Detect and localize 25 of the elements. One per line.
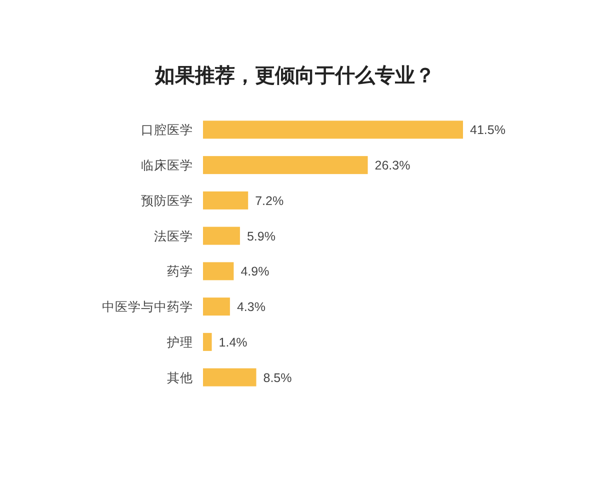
bar — [203, 262, 234, 280]
bar — [203, 156, 368, 174]
bar — [203, 120, 463, 139]
data-label: 41.5% — [470, 123, 506, 138]
y-tick-label: 预防医学 — [141, 194, 193, 208]
data-label: 5.9% — [246, 229, 276, 244]
data-label: 8.5% — [263, 370, 292, 385]
data-label: 26.3% — [374, 158, 410, 173]
data-label: 1.4% — [218, 335, 248, 350]
y-tick-label: 法医学 — [154, 229, 193, 244]
bar — [203, 298, 230, 316]
title: 如果推荐，更倾向于什么专业？ — [155, 65, 435, 87]
y-tick-label: 护理 — [166, 335, 193, 350]
y-tick-label: 药学 — [167, 264, 193, 279]
bar — [203, 191, 248, 210]
data-label: 7.2% — [255, 194, 284, 208]
bar — [203, 332, 212, 351]
y-tick-label: 临床医学 — [141, 158, 193, 173]
data-label: 4.3% — [236, 300, 266, 314]
y-tick-label: 中医学与中药学 — [102, 300, 193, 314]
bar — [203, 226, 240, 245]
y-tick-label: 口腔医学 — [141, 123, 193, 138]
y-tick-label: 其他 — [167, 370, 193, 385]
bar — [203, 368, 256, 386]
data-label: 4.9% — [240, 264, 270, 279]
